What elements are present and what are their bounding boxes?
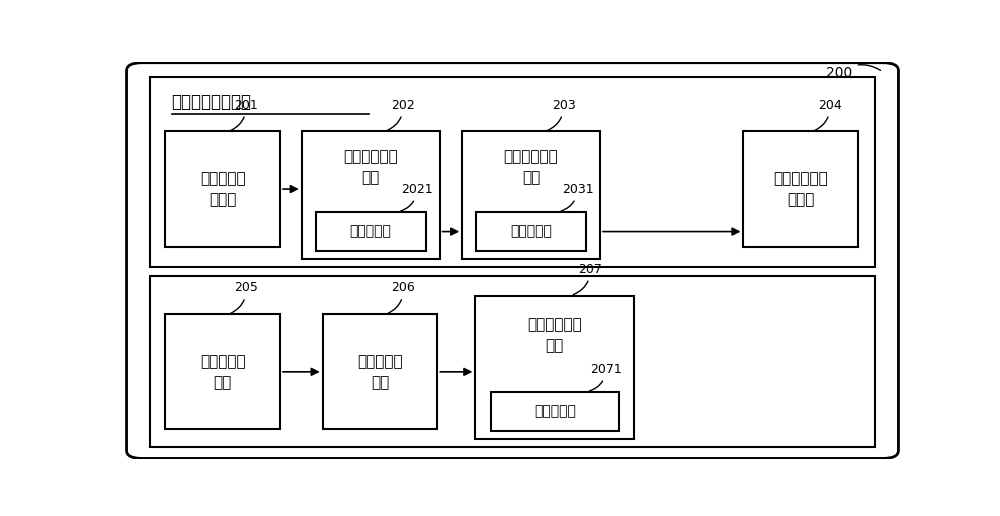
Text: 第二子单元: 第二子单元 (510, 224, 552, 238)
Text: 2021: 2021 (401, 183, 433, 211)
FancyBboxPatch shape (316, 212, 426, 251)
FancyBboxPatch shape (462, 132, 600, 259)
Text: 聚类评估改进装置: 聚类评估改进装置 (172, 93, 252, 110)
Text: 207: 207 (573, 263, 602, 295)
Text: 201: 201 (231, 99, 258, 131)
Text: 内聚度获取
单元: 内聚度获取 单元 (200, 354, 245, 390)
Text: 加权平均値获
取单元: 加权平均値获 取单元 (773, 171, 828, 207)
FancyBboxPatch shape (165, 132, 280, 247)
Text: 2071: 2071 (589, 363, 622, 391)
Text: 分离度获取
单元: 分离度获取 单元 (357, 354, 403, 390)
Text: 205: 205 (231, 281, 258, 313)
FancyBboxPatch shape (165, 314, 280, 429)
FancyBboxPatch shape (491, 392, 619, 431)
Text: 评估系数获取
单元: 评估系数获取 单元 (527, 317, 582, 353)
Text: 202: 202 (387, 99, 415, 131)
FancyBboxPatch shape (150, 277, 875, 446)
FancyBboxPatch shape (302, 132, 440, 259)
Text: 204: 204 (815, 99, 842, 131)
Text: 第一子单元: 第一子单元 (350, 224, 392, 238)
Text: 2031: 2031 (561, 183, 594, 211)
FancyBboxPatch shape (323, 314, 437, 429)
FancyBboxPatch shape (743, 132, 858, 247)
Text: 第三子单元: 第三子单元 (534, 405, 576, 418)
Text: 权重向量构建
单元: 权重向量构建 单元 (504, 149, 558, 185)
FancyBboxPatch shape (475, 296, 634, 439)
Text: 距离向量构建
单元: 距离向量构建 单元 (343, 149, 398, 185)
Text: 203: 203 (547, 99, 576, 131)
FancyBboxPatch shape (476, 212, 586, 251)
Text: 206: 206 (388, 281, 415, 313)
FancyBboxPatch shape (150, 76, 875, 267)
Text: 200: 200 (826, 64, 881, 80)
FancyBboxPatch shape (127, 63, 898, 458)
Text: 聚类样本获
取单元: 聚类样本获 取单元 (200, 171, 245, 207)
